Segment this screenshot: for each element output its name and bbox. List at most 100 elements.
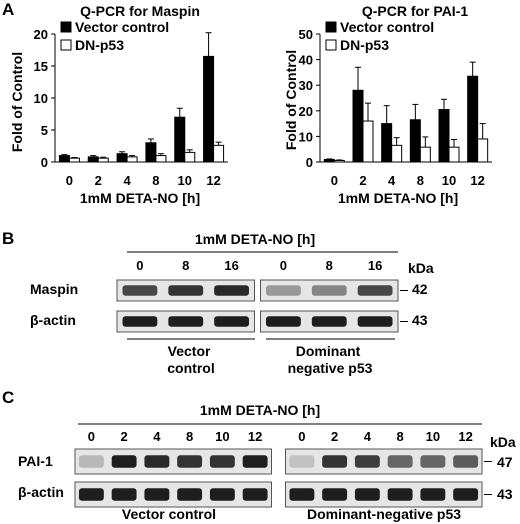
- blot-b-group1-label-line2: control: [167, 360, 214, 376]
- x-tick-label: 0: [66, 173, 73, 188]
- maspin-bar-vector-2h: [87, 156, 99, 163]
- blot-b-group2-label: Dominant negative p53: [288, 343, 373, 376]
- blot-c-lane-label: 8: [397, 429, 404, 444]
- maspin-chart-xlabel: 1mM DETA-NO [h]: [80, 190, 200, 206]
- panel-label-a: A: [2, 0, 14, 19]
- y-tick-label: 40: [299, 53, 313, 68]
- blot-c-lane-label: 8: [186, 429, 193, 444]
- maspin-bar-dn-4h: [126, 156, 138, 163]
- y-tick-label: 0: [306, 155, 313, 170]
- blot-c-membrane-actin-1: [74, 481, 272, 508]
- blot-c-row-label-actin: β-actin: [18, 484, 64, 500]
- blot-c-treatment-label: 1mM DETA-NO [h]: [200, 402, 320, 418]
- blot-c-lane-label: 4: [364, 429, 372, 444]
- blot-b-band: [122, 316, 158, 327]
- y-tick-label: 5: [41, 123, 48, 138]
- legend-swatch: [325, 21, 337, 33]
- blot-c-band: [242, 488, 268, 501]
- blot-c-band: [354, 488, 380, 501]
- pai1-bar-vector-12h: [467, 75, 479, 163]
- y-tick-label: 30: [299, 78, 313, 93]
- legend-label: Vector control: [340, 19, 434, 35]
- blot-c-lane-label: 2: [331, 429, 338, 444]
- blot-c-band: [144, 488, 170, 501]
- blot-b-lane-label: 0: [136, 258, 143, 273]
- blot-c-membrane-pai1-1: [74, 448, 272, 475]
- blot-c-band: [420, 455, 446, 468]
- blot-c-lane-label: 0: [88, 429, 95, 444]
- blot-c-membrane-actin-2: [285, 481, 483, 508]
- blot-c-lane-label: 2: [121, 429, 128, 444]
- blot-b-group2-label-line1: Dominant: [296, 343, 361, 359]
- blot-c-band: [209, 455, 235, 468]
- legend-label: Vector control: [75, 19, 169, 35]
- blot-c-group2-label: Dominant-negative p53: [307, 506, 461, 522]
- blot-c-band: [177, 488, 203, 501]
- maspin-chart-title: Q-PCR for Maspin: [80, 3, 200, 19]
- maspin-chart-ylabel: Fold of Control: [9, 52, 25, 152]
- pai1-bar-vector-8h: [409, 119, 421, 163]
- blot-c-lane-label: 12: [248, 429, 262, 444]
- blot-c-band: [354, 455, 380, 468]
- western-blot-b: 1mM DETA-NO [h] kDa Maspin β-actin 42 43…: [30, 231, 434, 376]
- blot-c-kda-43: 43: [497, 486, 513, 502]
- panel-label-c: C: [2, 388, 14, 407]
- blot-b-kda-42: 42: [412, 281, 428, 297]
- blot-c-band: [111, 488, 137, 501]
- blot-c-lane-label: 0: [298, 429, 305, 444]
- blot-c-kda-47: 47: [497, 454, 513, 470]
- blot-b-treatment-label: 1mM DETA-NO [h]: [195, 231, 315, 247]
- maspin-bar-vector-8h: [145, 142, 157, 163]
- pai1-chart-xlabel: 1mM DETA-NO [h]: [338, 190, 458, 206]
- blot-b-band: [266, 285, 301, 296]
- blot-c-band: [289, 455, 315, 468]
- maspin-chart: Q-PCR for Maspin Fold of Control 1mM DET…: [9, 3, 228, 206]
- panel-label-b: B: [2, 229, 14, 248]
- maspin-bar-dn-2h: [97, 157, 109, 163]
- maspin-bar-vector-4h: [116, 153, 128, 163]
- blot-b-band: [311, 285, 347, 296]
- blot-b-band: [214, 285, 249, 296]
- maspin-bar-vector-10h: [174, 116, 186, 163]
- legend-label: DN-p53: [340, 37, 389, 53]
- blot-b-band: [168, 285, 204, 296]
- blot-c-band: [453, 455, 479, 468]
- blot-c-kda-label: kDa: [490, 434, 516, 450]
- blot-c-band: [420, 488, 446, 501]
- blot-b-band: [357, 316, 393, 327]
- pai1-bar-vector-2h: [352, 89, 364, 163]
- blot-b-row-label-maspin: Maspin: [30, 281, 78, 297]
- x-tick-label: 12: [206, 173, 220, 188]
- pai1-bar-dn-12h: [477, 138, 489, 163]
- blot-c-band: [144, 455, 170, 468]
- legend-swatch: [60, 21, 72, 33]
- blot-c-group1-label: Vector control: [122, 506, 216, 522]
- blot-c-band: [453, 488, 479, 501]
- blot-c-band: [387, 488, 413, 501]
- blot-b-row-label-actin: β-actin: [30, 312, 76, 328]
- pai1-bar-vector-10h: [438, 109, 450, 163]
- blot-b-band: [168, 316, 204, 327]
- blot-c-lane-label: 12: [458, 429, 472, 444]
- blot-b-band: [214, 316, 249, 327]
- y-tick-label: 50: [299, 27, 313, 42]
- pai1-bar-dn-0h: [333, 159, 345, 163]
- blot-c-band: [387, 455, 413, 468]
- blot-c-band: [209, 488, 235, 501]
- pai1-bar-vector-4h: [381, 123, 393, 163]
- x-tick-label: 2: [95, 173, 102, 188]
- pai1-chart: Q-PCR for PAI-1 Fold of Control 1mM DETA…: [283, 3, 492, 206]
- y-tick-label: 15: [34, 59, 48, 74]
- blot-b-group2-label-line2: negative p53: [288, 360, 373, 376]
- maspin-bar-dn-10h: [184, 151, 196, 163]
- blot-b-band: [122, 285, 158, 296]
- blot-c-lane-label: 4: [153, 429, 161, 444]
- x-tick-label: 4: [388, 173, 396, 188]
- blot-c-band: [78, 488, 104, 501]
- blot-b-kda-label: kDa: [408, 260, 434, 276]
- y-tick-label: 10: [34, 91, 48, 106]
- blot-c-band: [78, 455, 104, 468]
- y-tick-label: 10: [299, 129, 313, 144]
- western-blot-c: 1mM DETA-NO [h] kDa PAI-1 β-actin 47 43 …: [18, 402, 516, 522]
